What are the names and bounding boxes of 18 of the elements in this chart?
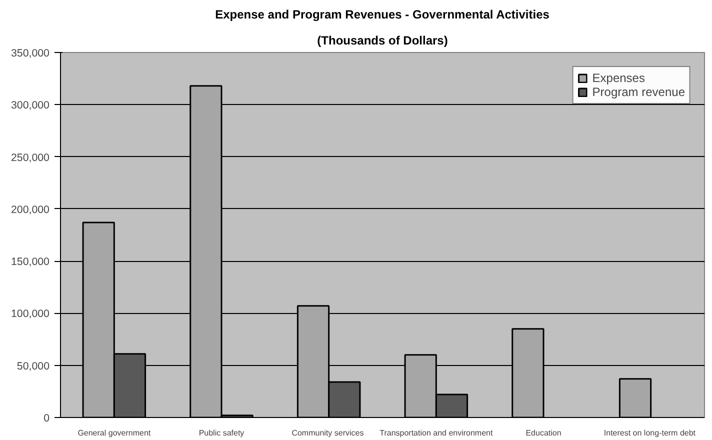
- y-tick-label: 200,000: [10, 204, 50, 216]
- x-tick-label: Interest on long-term debt: [604, 428, 696, 438]
- legend-label: Program revenue: [592, 85, 685, 99]
- y-tick-label: 150,000: [10, 256, 50, 268]
- y-tick-label: 50,000: [16, 360, 50, 372]
- x-tick-label: Public safety: [198, 428, 244, 438]
- y-tick-label: 100,000: [10, 308, 50, 320]
- legend-label: Expenses: [592, 71, 645, 85]
- y-tick-label: 350,000: [10, 48, 50, 60]
- x-tick-label: Transportation and environment: [380, 428, 494, 438]
- y-tick-label: 300,000: [10, 100, 50, 112]
- y-tick-label: 250,000: [10, 152, 50, 164]
- chart-title: Expense and Program Revenues - Governmental Activities: [215, 8, 550, 22]
- y-tick-label: 0: [44, 412, 50, 424]
- x-tick-label: General government: [78, 428, 152, 438]
- x-tick-label: Community services: [292, 428, 364, 438]
- x-tick-label: Education: [526, 428, 562, 438]
- chart-subtitle: (Thousands of Dollars): [317, 34, 448, 48]
